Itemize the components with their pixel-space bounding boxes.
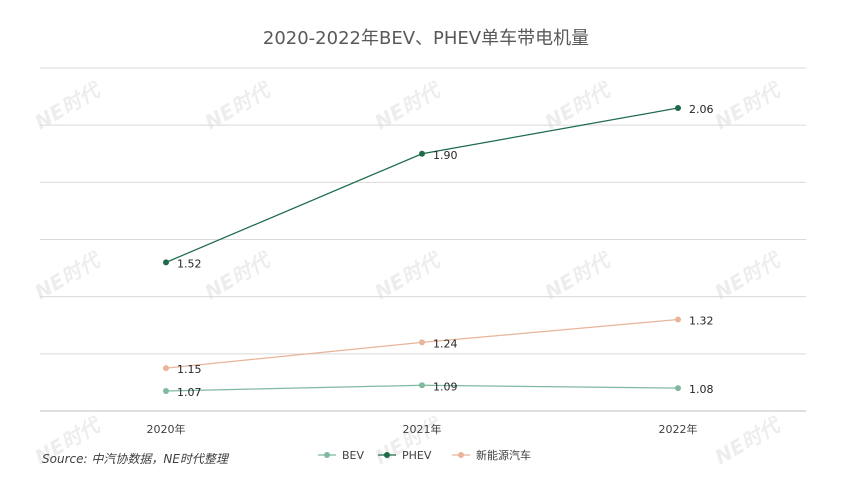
legend-label: BEV	[342, 449, 364, 462]
legend-marker	[384, 452, 390, 458]
chart-title: 2020-2022年BEV、PHEV单车带电机量	[262, 28, 590, 49]
data-point	[419, 382, 425, 389]
data-point	[163, 259, 169, 266]
watermark-text: NE时代	[371, 247, 447, 304]
watermark-text: NE时代	[201, 77, 277, 134]
legend-marker	[458, 452, 464, 458]
data-point	[419, 150, 425, 157]
data-label: 1.24	[433, 337, 458, 350]
data-label: 1.07	[177, 386, 202, 399]
data-label: 1.15	[177, 363, 202, 376]
data-point	[163, 387, 169, 394]
data-point	[675, 385, 681, 392]
data-label: 1.90	[433, 149, 458, 162]
watermark-text: NE时代	[711, 412, 787, 469]
data-point	[163, 365, 169, 372]
data-label: 2.06	[689, 103, 714, 116]
x-tick-label: 2020年	[147, 422, 186, 436]
data-label: 1.08	[689, 383, 714, 396]
watermark-text: NE时代	[31, 247, 107, 304]
data-label: 1.52	[177, 257, 202, 270]
legend-label: 新能源汽车	[476, 448, 531, 462]
data-point	[675, 105, 681, 112]
source-note: Source: 中汽协数据，NE时代整理	[42, 452, 228, 466]
data-label: 1.32	[689, 315, 714, 328]
watermark-text: NE时代	[541, 247, 617, 304]
watermark-text: NE时代	[201, 247, 277, 304]
watermark-text: NE时代	[711, 77, 787, 134]
data-label: 1.09	[433, 380, 458, 393]
data-point	[675, 316, 681, 323]
watermark-text: NE时代	[371, 77, 447, 134]
x-tick-label: 2021年	[403, 422, 442, 436]
legend-marker	[324, 452, 330, 458]
data-point	[419, 339, 425, 346]
watermark-text: NE时代	[711, 247, 787, 304]
watermark-text: NE时代	[31, 77, 107, 134]
x-tick-label: 2022年	[659, 422, 698, 436]
legend-label: PHEV	[402, 449, 432, 462]
